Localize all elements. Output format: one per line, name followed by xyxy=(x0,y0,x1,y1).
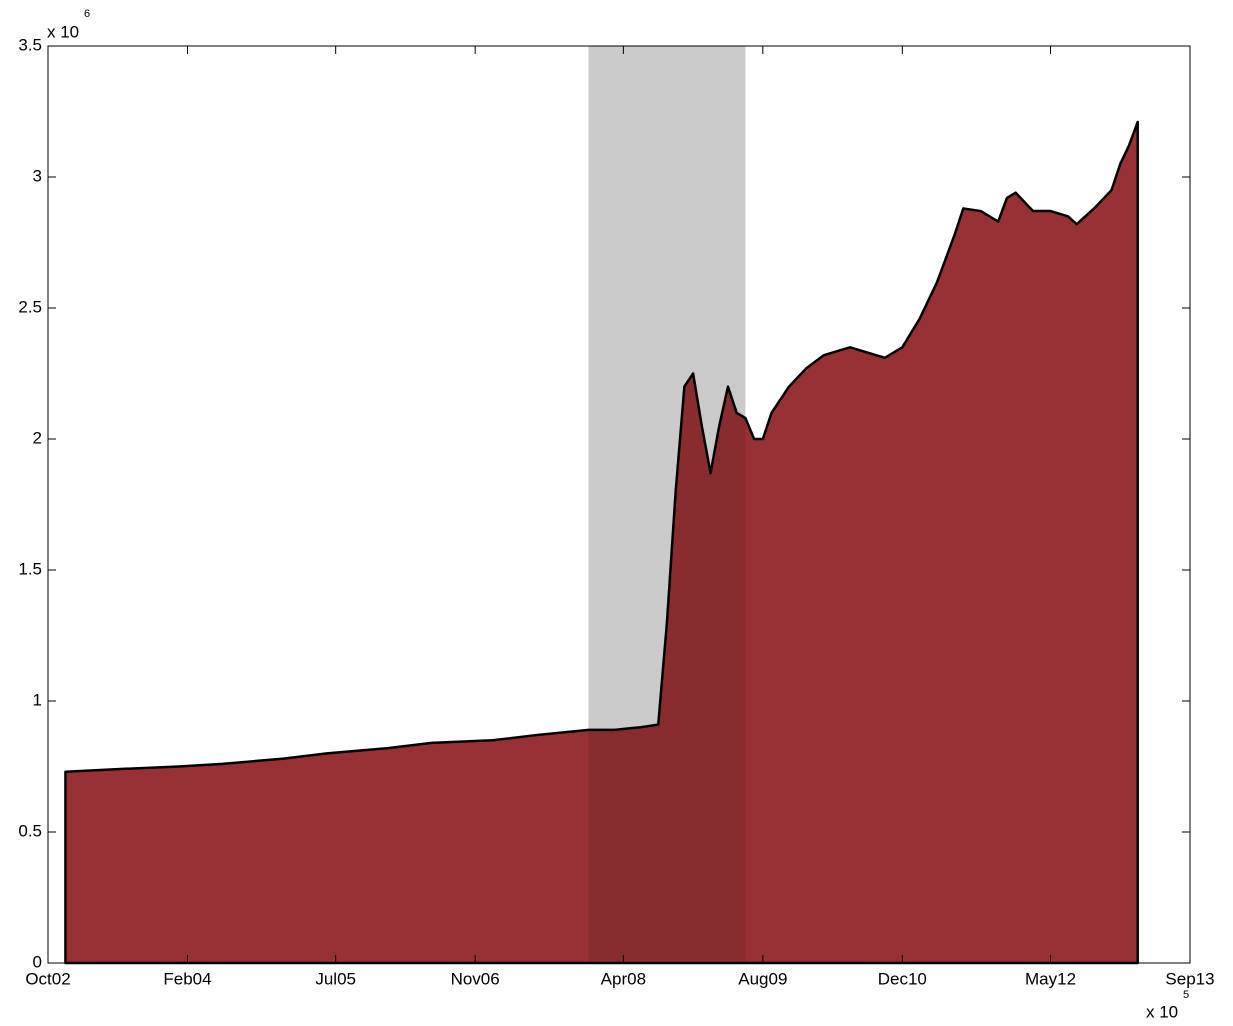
y-tick-label: 1 xyxy=(33,690,42,709)
y-tick-label: 3 xyxy=(33,166,42,185)
area xyxy=(64,120,1139,965)
x-tick-label: Feb04 xyxy=(163,969,211,988)
x-tick-label: Aug09 xyxy=(738,969,787,988)
y-exponent: 6 xyxy=(84,8,90,20)
y-tick-label: 1.5 xyxy=(18,559,42,578)
y-tick-label: 3.5 xyxy=(18,35,42,54)
y-tick-label: 2 xyxy=(33,428,42,447)
y-tick-label: 2.5 xyxy=(18,297,42,316)
x-tick-label: Dec10 xyxy=(878,969,927,988)
x-tick-label: Sep13 xyxy=(1165,969,1214,988)
axes-box xyxy=(47,45,1191,964)
x-tick-label: Nov06 xyxy=(451,969,500,988)
shade-overlay xyxy=(588,46,746,963)
y-tick-label: 0.5 xyxy=(18,821,42,840)
y-multiplier: x 10 xyxy=(47,22,79,41)
x-multiplier: x 10 xyxy=(1146,1002,1178,1021)
x-tick-label: Oct02 xyxy=(25,969,70,988)
y-tick-label: 0 xyxy=(33,952,42,971)
x-tick-label: May12 xyxy=(1025,969,1076,988)
x-exponent: 5 xyxy=(1183,989,1189,1001)
x-tick-label: Apr08 xyxy=(601,969,646,988)
x-tick-label: Jul05 xyxy=(315,969,356,988)
